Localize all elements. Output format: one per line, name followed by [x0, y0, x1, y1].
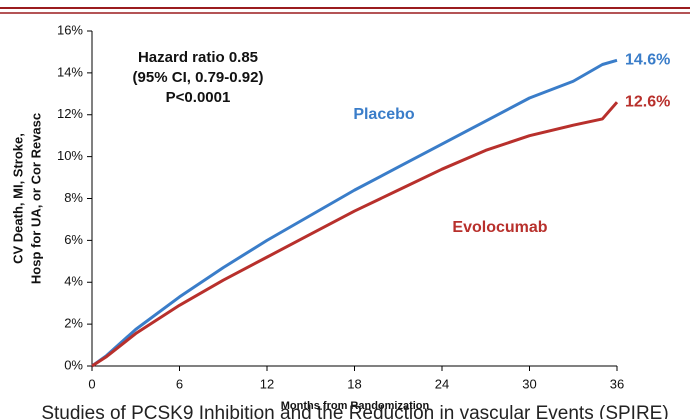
y-axis-label: CV Death, MI, Stroke,	[10, 133, 25, 264]
y-tick-label: 2%	[64, 316, 83, 331]
y-tick-label: 6%	[64, 232, 83, 247]
x-tick-label: 12	[260, 376, 274, 391]
y-tick-label: 8%	[64, 190, 83, 205]
x-tick-label: 18	[347, 376, 361, 391]
y-tick-label: 16%	[57, 22, 83, 37]
y-tick-label: 12%	[57, 106, 83, 121]
y-tick-label: 4%	[64, 274, 83, 289]
y-tick-label: 0%	[64, 357, 83, 372]
series-label: Evolocumab	[452, 219, 547, 236]
x-tick-label: 36	[610, 376, 624, 391]
x-tick-label: 0	[88, 376, 95, 391]
x-axis-label: Months from Randomization	[281, 400, 430, 412]
value-label: 12.6%	[625, 93, 670, 110]
y-tick-label: 14%	[57, 64, 83, 79]
series-label: Placebo	[353, 106, 415, 123]
annotation: P<0.0001	[166, 89, 231, 106]
annotation: (95% CI, 0.79-0.92)	[133, 69, 264, 86]
line	[91, 58, 618, 368]
annotation: Hazard ratio 0.85	[138, 49, 258, 66]
value-label: 14.6%	[625, 52, 670, 69]
y-axis-label: Hosp for UA, or Cor Revasc	[28, 113, 43, 284]
x-tick-label: 30	[522, 376, 536, 391]
x-tick-label: 6	[176, 376, 183, 391]
line	[91, 101, 619, 368]
y-tick-label: 10%	[57, 148, 83, 163]
footer: Studies of PCSK9 Inhibition and the Redu…	[41, 403, 668, 419]
x-tick-label: 24	[435, 376, 449, 391]
